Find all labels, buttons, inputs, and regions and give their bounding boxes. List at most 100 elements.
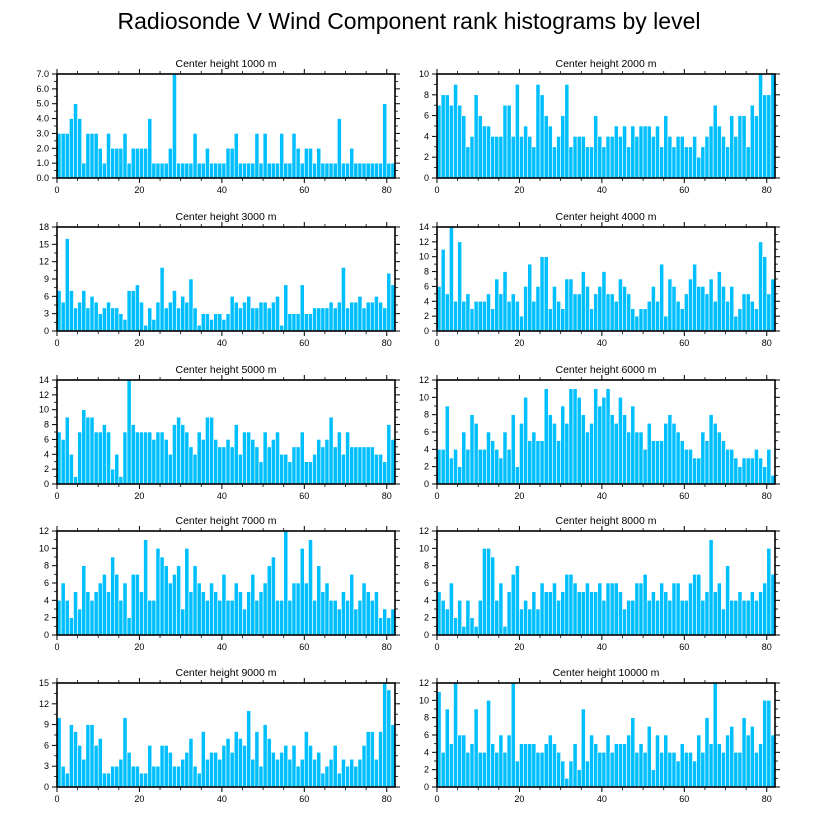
histogram-bar <box>345 307 350 332</box>
histogram-bar <box>576 136 582 179</box>
histogram-bar <box>745 600 751 636</box>
histogram-bar <box>679 743 685 788</box>
histogram-bar <box>444 405 450 485</box>
histogram-bar <box>630 600 636 636</box>
histogram-bar <box>205 416 210 485</box>
x-tick-label: 20 <box>134 338 144 348</box>
histogram-bar <box>304 147 309 179</box>
histogram-bar <box>758 457 763 485</box>
histogram-bar <box>266 162 272 179</box>
histogram-bar <box>593 115 599 179</box>
histogram-bar <box>692 457 697 485</box>
histogram-bar <box>543 115 549 179</box>
histogram-bar <box>304 313 309 332</box>
histogram-bar <box>622 414 627 485</box>
histogram-bar <box>663 115 669 179</box>
histogram-bar <box>609 414 615 485</box>
histogram-bar <box>580 414 586 485</box>
histogram-bar <box>667 278 673 332</box>
histogram-bar <box>477 752 483 788</box>
histogram-bar <box>506 591 512 636</box>
histogram-bar <box>745 146 751 179</box>
histogram-bar <box>126 617 132 636</box>
histogram-bar <box>605 734 611 788</box>
panel-title: Center height 9000 m <box>176 667 277 679</box>
histogram-bar <box>184 431 190 485</box>
histogram-bar <box>490 440 496 485</box>
histogram-bar <box>196 582 202 636</box>
histogram-bar <box>312 307 317 332</box>
x-tick-label: 40 <box>597 338 607 348</box>
histogram-bar <box>271 556 276 636</box>
histogram-bar <box>118 758 124 788</box>
histogram-bar <box>465 449 471 485</box>
histogram-bar <box>180 758 186 788</box>
histogram-bar <box>523 397 528 485</box>
histogram-bar <box>634 582 640 636</box>
histogram-bar <box>312 162 317 179</box>
histogram-bar <box>262 431 268 485</box>
histogram-bar <box>275 600 280 636</box>
histogram-bar <box>341 267 346 332</box>
histogram-panel: Center height 1000 m 0 20 40 60 80 0.0 1.0 2.0 3.… <box>36 58 400 195</box>
histogram-bar <box>766 700 772 788</box>
histogram-bar <box>572 293 578 332</box>
histogram-bar <box>704 136 710 179</box>
histogram-bar <box>180 424 186 485</box>
histogram-bar <box>700 286 706 332</box>
histogram-bar <box>741 293 747 332</box>
histogram-bar <box>188 738 194 788</box>
histogram-bar <box>287 600 293 636</box>
x-tick-label: 80 <box>382 491 392 501</box>
histogram-bar <box>349 574 355 636</box>
panel-title: Center height 7000 m <box>176 515 277 527</box>
histogram-bar <box>601 752 607 788</box>
y-tick-label: 4 <box>424 131 429 141</box>
histogram-bar <box>523 286 528 332</box>
histogram-bar <box>576 769 582 788</box>
histogram-bar <box>159 162 165 179</box>
histogram-bar <box>73 591 78 636</box>
histogram-bar <box>568 146 574 179</box>
histogram-bar <box>299 162 305 179</box>
histogram-bar <box>295 313 301 332</box>
histogram-bar <box>622 608 627 636</box>
x-tick-label: 60 <box>679 185 689 195</box>
histogram-bar <box>552 582 557 636</box>
histogram-bar <box>369 731 375 788</box>
histogram-bar <box>205 147 210 179</box>
histogram-bar <box>147 307 153 332</box>
histogram-bar <box>365 301 371 332</box>
histogram-bar <box>688 146 693 179</box>
histogram-bar <box>646 423 652 485</box>
histogram-bar <box>444 94 450 179</box>
histogram-bar <box>258 461 264 485</box>
panel-title: Center height 10000 m <box>553 667 660 679</box>
y-tick-label: 0.0 <box>36 173 49 183</box>
histogram-bar <box>638 431 644 485</box>
histogram-bar <box>494 752 500 788</box>
histogram-bar <box>114 765 120 788</box>
histogram-bar <box>328 301 334 332</box>
histogram-bar <box>93 301 99 332</box>
y-tick-label: 8 <box>424 90 429 100</box>
histogram-bar <box>440 449 446 485</box>
histogram-bar <box>374 162 379 179</box>
histogram-bar <box>449 104 454 179</box>
histogram-bar <box>601 146 607 179</box>
histogram-bar <box>593 388 599 485</box>
histogram-bar <box>102 307 107 332</box>
histogram-bar <box>589 308 594 332</box>
histogram-bar <box>361 446 367 485</box>
histogram-bar <box>258 765 264 788</box>
histogram-bar <box>200 162 206 179</box>
histogram-bar <box>725 146 730 179</box>
histogram-bar <box>324 765 330 788</box>
x-tick-label: 80 <box>762 185 772 195</box>
histogram-bar <box>369 162 375 179</box>
histogram-bar <box>539 94 545 179</box>
histogram-bar <box>221 162 227 179</box>
histogram-bar <box>733 315 739 332</box>
histogram-bar <box>547 308 553 332</box>
histogram-bar <box>609 293 615 332</box>
